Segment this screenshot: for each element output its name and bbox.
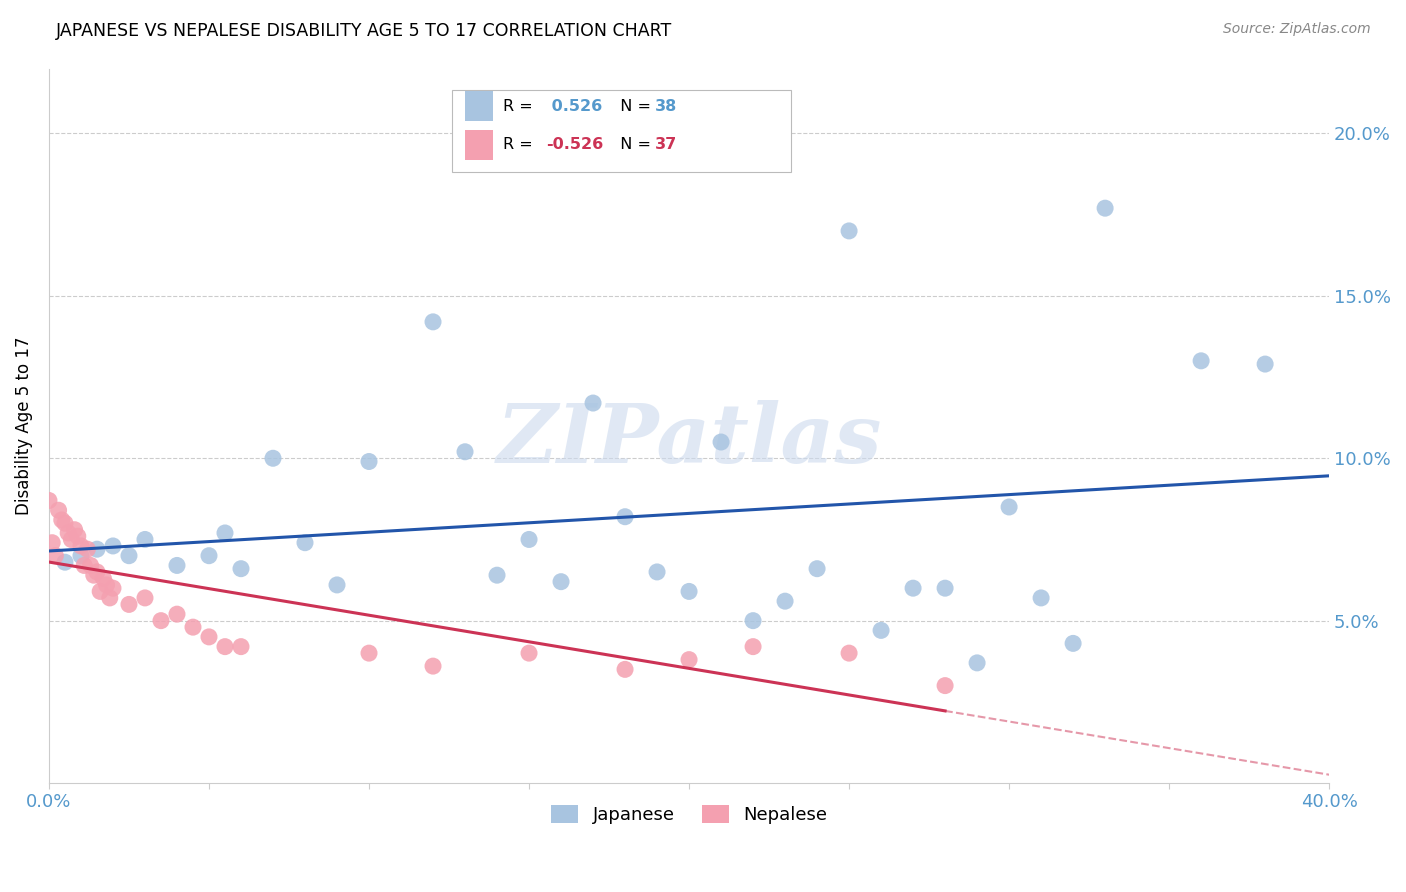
Text: N =: N = — [610, 137, 655, 153]
Point — [149, 614, 172, 628]
Point — [742, 640, 765, 654]
Point — [101, 581, 124, 595]
Point — [118, 549, 141, 563]
Point — [934, 581, 956, 595]
Point — [678, 584, 700, 599]
Point — [66, 529, 89, 543]
Point — [198, 549, 221, 563]
Point — [773, 594, 796, 608]
Point — [79, 558, 101, 573]
Point — [357, 646, 380, 660]
Point — [742, 614, 765, 628]
Point — [70, 549, 93, 563]
Text: 37: 37 — [654, 137, 676, 153]
Point — [93, 571, 115, 585]
Point — [214, 525, 236, 540]
Text: N =: N = — [610, 99, 655, 113]
Bar — [465, 91, 494, 121]
Point — [86, 565, 108, 579]
Point — [998, 500, 1021, 514]
Point — [614, 509, 637, 524]
Point — [198, 630, 221, 644]
Point — [262, 451, 284, 466]
Point — [614, 662, 637, 676]
Point — [63, 523, 86, 537]
Point — [70, 539, 93, 553]
Point — [38, 493, 60, 508]
Point — [806, 562, 828, 576]
Point — [229, 562, 252, 576]
Point — [1094, 201, 1116, 215]
Point — [60, 533, 83, 547]
Point — [710, 435, 733, 450]
Point — [134, 591, 156, 605]
Point — [422, 315, 444, 329]
Point — [1062, 636, 1084, 650]
Bar — [465, 130, 494, 160]
Text: -0.526: -0.526 — [546, 137, 603, 153]
Point — [901, 581, 924, 595]
Y-axis label: Disability Age 5 to 17: Disability Age 5 to 17 — [15, 336, 32, 515]
Point — [86, 542, 108, 557]
Point — [73, 558, 96, 573]
Point — [870, 624, 893, 638]
Point — [166, 607, 188, 622]
Point — [229, 640, 252, 654]
Point — [96, 578, 118, 592]
Point — [582, 396, 605, 410]
Point — [56, 525, 79, 540]
Point — [1029, 591, 1052, 605]
Point — [214, 640, 236, 654]
Point — [48, 503, 70, 517]
Point — [118, 598, 141, 612]
Point — [357, 454, 380, 468]
Text: ZIPatlas: ZIPatlas — [496, 401, 882, 480]
Text: R =: R = — [503, 137, 538, 153]
Point — [134, 533, 156, 547]
Point — [486, 568, 509, 582]
Point — [51, 513, 73, 527]
Point — [645, 565, 668, 579]
Point — [89, 584, 111, 599]
Bar — [453, 90, 792, 172]
Point — [181, 620, 204, 634]
Point — [1189, 354, 1212, 368]
Point — [550, 574, 572, 589]
Point — [294, 535, 316, 549]
Point — [838, 224, 860, 238]
Point — [934, 679, 956, 693]
Legend: Japanese, Nepalese: Japanese, Nepalese — [540, 794, 838, 835]
Point — [326, 578, 349, 592]
Text: Source: ZipAtlas.com: Source: ZipAtlas.com — [1223, 22, 1371, 37]
Point — [1254, 357, 1277, 371]
Text: 38: 38 — [654, 99, 676, 113]
Point — [966, 656, 988, 670]
Point — [76, 542, 98, 557]
Text: R =: R = — [503, 99, 538, 113]
Point — [98, 591, 121, 605]
Point — [422, 659, 444, 673]
Point — [53, 516, 76, 531]
Point — [83, 568, 105, 582]
Point — [454, 444, 477, 458]
Point — [678, 652, 700, 666]
Text: JAPANESE VS NEPALESE DISABILITY AGE 5 TO 17 CORRELATION CHART: JAPANESE VS NEPALESE DISABILITY AGE 5 TO… — [56, 22, 672, 40]
Point — [41, 535, 63, 549]
Point — [517, 646, 540, 660]
Point — [44, 549, 66, 563]
Point — [166, 558, 188, 573]
Point — [838, 646, 860, 660]
Point — [517, 533, 540, 547]
Text: 0.526: 0.526 — [546, 99, 602, 113]
Point — [101, 539, 124, 553]
Point — [53, 555, 76, 569]
